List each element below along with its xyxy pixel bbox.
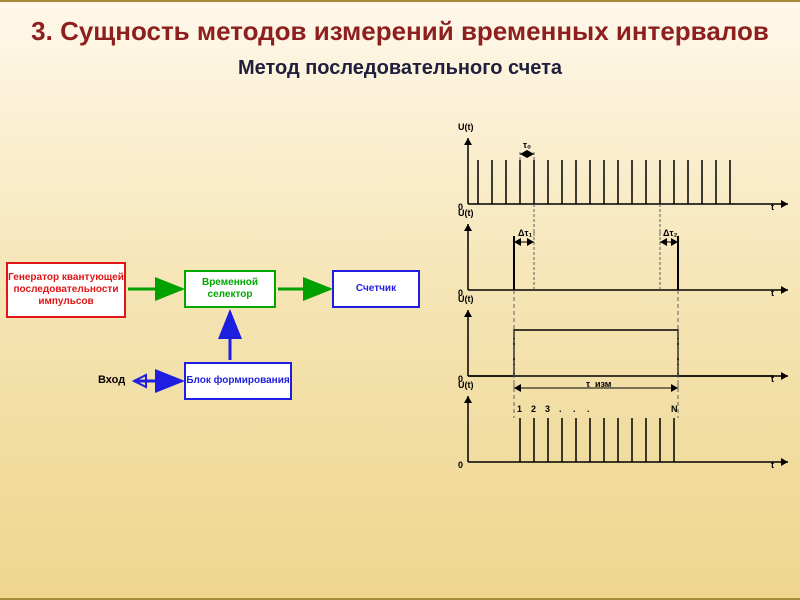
page-title: 3. Сущность методов измерений временных …: [0, 2, 800, 47]
timing-diagram: τ₀U(t)0tΔτ₁Δτ₂U(t)0tτ_измU(t)0t123...NU(…: [430, 134, 784, 574]
flow-arrows: [6, 232, 436, 432]
slide: 3. Сущность методов измерений временных …: [0, 0, 800, 600]
y-axis-label: U(t): [458, 122, 474, 132]
timing-dashed-overlay: [438, 134, 792, 478]
subtitle: Метод последовательного счета: [0, 57, 800, 80]
flowchart: Генератор квантующей последовательности …: [6, 232, 436, 432]
